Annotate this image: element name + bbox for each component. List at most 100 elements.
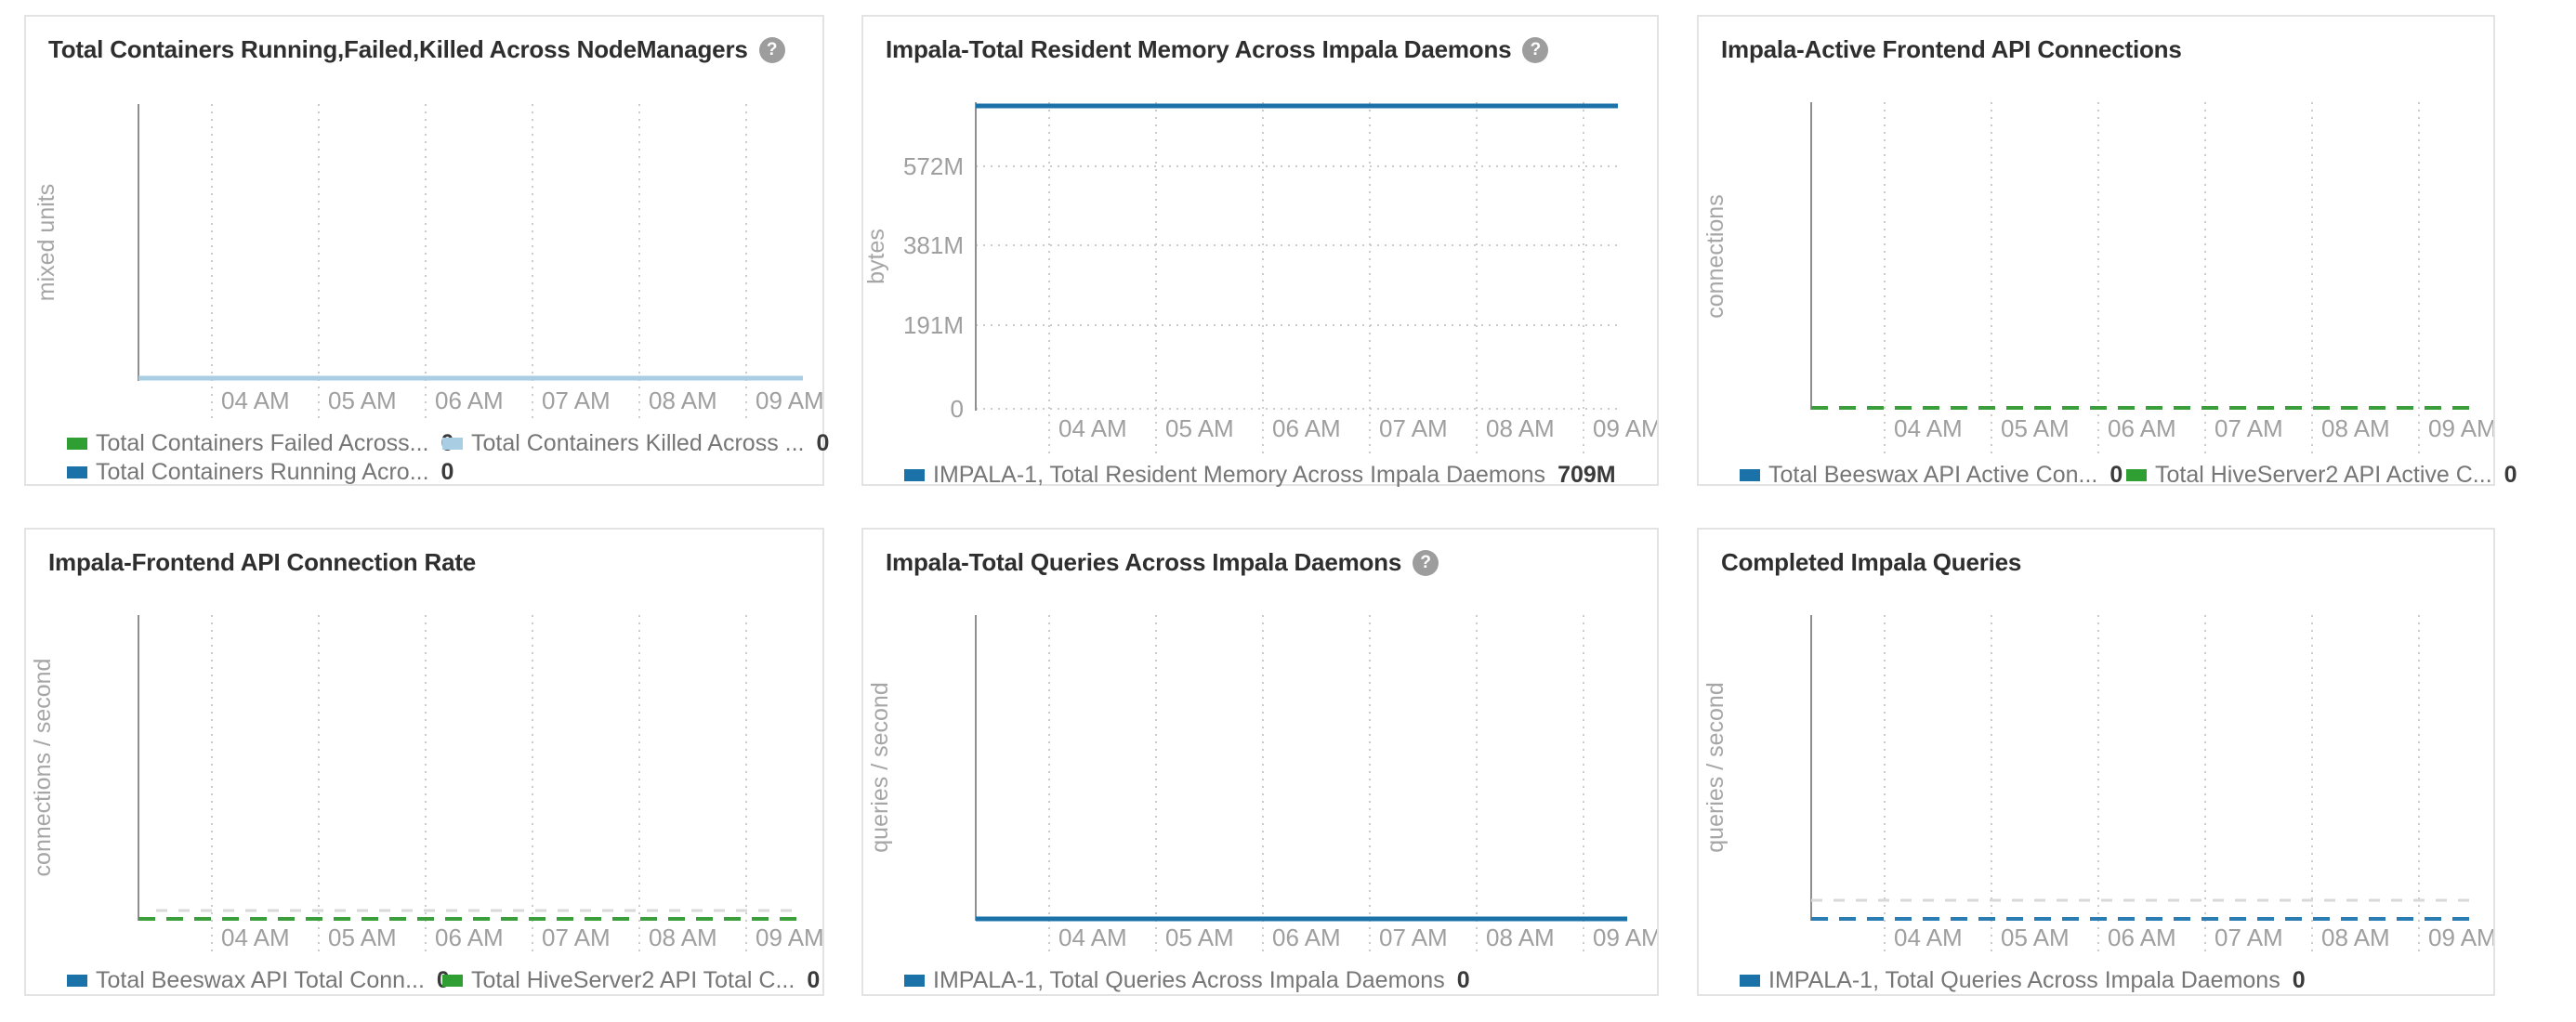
svg-text:07 AM: 07 AM — [2215, 924, 2283, 951]
legend-swatch-blue — [904, 975, 925, 987]
chart-card-frontend-connection-rate: Impala-Frontend API Connection Rate 04 A… — [24, 528, 824, 996]
chart-legend: Total Beeswax API Active Con... 0 Total … — [1740, 461, 2517, 490]
legend-swatch-blue — [1740, 975, 1760, 987]
svg-text:09 AM: 09 AM — [1593, 924, 1657, 951]
svg-text:05 AM: 05 AM — [1165, 924, 1234, 951]
chart-card-total-containers: Total Containers Running,Failed,Killed A… — [24, 15, 829, 487]
legend-value: 0 — [440, 459, 454, 485]
vertical-gridlines — [1048, 615, 1584, 957]
chart-legend: IMPALA-1, Total Queries Across Impala Da… — [1740, 966, 2480, 995]
y-axis-label: queries / second — [867, 682, 893, 852]
svg-text:09 AM: 09 AM — [1593, 414, 1657, 442]
legend-item: Total Containers Running Acro... 0 — [67, 459, 809, 486]
legend-label: Total Containers Running Acro... — [96, 459, 429, 485]
chart-plot-area[interactable]: 04 AM 05 AM 06 AM 07 AM 08 AM 09 AM quer… — [1699, 530, 2493, 994]
legend-swatch-blue — [67, 975, 87, 987]
chart-plot-area[interactable]: 04 AM 05 AM 06 AM 07 AM 08 AM 09 AM quer… — [863, 530, 1657, 994]
legend-item: IMPALA-1, Total Queries Across Impala Da… — [904, 967, 1644, 994]
legend-item: Total Beeswax API Total Conn... 0 — [67, 967, 450, 994]
legend-label: Total HiveServer2 API Active C... — [2155, 462, 2492, 488]
svg-text:04 AM: 04 AM — [1058, 414, 1127, 442]
svg-text:07 AM: 07 AM — [1379, 924, 1448, 951]
chart-header: Impala-Frontend API Connection Rate — [48, 548, 476, 577]
svg-text:09 AM: 09 AM — [2428, 414, 2493, 442]
svg-text:08 AM: 08 AM — [2321, 414, 2390, 442]
x-tick-labels: 04 AM 05 AM 06 AM 07 AM 08 AM 09 AM — [221, 924, 822, 951]
vertical-gridlines — [1048, 102, 1584, 453]
legend-value: 0 — [816, 430, 830, 456]
vertical-gridlines — [1884, 615, 2420, 957]
svg-text:06 AM: 06 AM — [435, 387, 504, 414]
legend-swatch-blue — [67, 466, 87, 478]
horizontal-gridlines — [976, 165, 1618, 410]
svg-text:09 AM: 09 AM — [756, 924, 822, 951]
svg-text:06 AM: 06 AM — [1272, 414, 1341, 442]
legend-swatch-green — [2126, 469, 2147, 481]
svg-text:05 AM: 05 AM — [328, 924, 397, 951]
legend-item: Total HiveServer2 API Total C... 0 — [442, 967, 820, 994]
svg-text:06 AM: 06 AM — [2108, 414, 2176, 442]
chart-header: Impala-Total Queries Across Impala Daemo… — [886, 548, 1439, 577]
svg-text:381M: 381M — [903, 231, 964, 259]
svg-text:08 AM: 08 AM — [1486, 924, 1555, 951]
legend-swatch-blue — [904, 469, 925, 481]
chart-header: Impala-Total Resident Memory Across Impa… — [886, 35, 1549, 64]
legend-value: 0 — [2292, 967, 2306, 993]
svg-text:09 AM: 09 AM — [756, 387, 822, 414]
svg-text:04 AM: 04 AM — [221, 924, 290, 951]
svg-text:04 AM: 04 AM — [1058, 924, 1127, 951]
svg-text:08 AM: 08 AM — [649, 924, 717, 951]
x-tick-labels: 04 AM 05 AM 06 AM 07 AM 08 AM 09 AM — [1894, 924, 2493, 951]
chart-card-total-queries: Impala-Total Queries Across Impala Daemo… — [861, 528, 1659, 996]
svg-text:06 AM: 06 AM — [1272, 924, 1341, 951]
svg-text:08 AM: 08 AM — [649, 387, 717, 414]
legend-value: 0 — [2109, 462, 2123, 488]
vertical-gridlines — [211, 104, 747, 420]
svg-text:05 AM: 05 AM — [2001, 924, 2070, 951]
y-axis-label: queries / second — [1702, 682, 1728, 852]
chart-legend: IMPALA-1, Total Queries Across Impala Da… — [904, 966, 1644, 995]
svg-text:04 AM: 04 AM — [1894, 414, 1963, 442]
chart-header: Impala-Active Frontend API Connections — [1721, 35, 2182, 64]
legend-value: 709M — [1557, 462, 1616, 488]
chart-legend: IMPALA-1, Total Resident Memory Across I… — [904, 461, 1644, 490]
svg-text:07 AM: 07 AM — [2215, 414, 2283, 442]
chart-card-completed-queries: Completed Impala Queries 04 AM 05 AM 06 … — [1697, 528, 2495, 996]
chart-plot-area[interactable]: 04 AM 05 AM 06 AM 07 AM 08 AM 09 AM conn… — [1699, 17, 2493, 484]
chart-plot-area[interactable]: 04 AM 05 AM 06 AM 07 AM 08 AM 09 AM mixe… — [26, 17, 822, 484]
chart-plot-area[interactable]: 04 AM 05 AM 06 AM 07 AM 08 AM 09 AM conn… — [26, 530, 822, 994]
svg-text:08 AM: 08 AM — [1486, 414, 1555, 442]
svg-text:07 AM: 07 AM — [1379, 414, 1448, 442]
chart-card-active-frontend-connections: Impala-Active Frontend API Connections 0… — [1697, 15, 2517, 488]
legend-item: Total HiveServer2 API Active C... 0 — [2126, 462, 2517, 489]
chart-title: Total Containers Running,Failed,Killed A… — [48, 35, 748, 63]
legend-swatch-green — [442, 975, 463, 987]
svg-text:06 AM: 06 AM — [2108, 924, 2176, 951]
svg-text:572M: 572M — [903, 152, 964, 180]
svg-text:191M: 191M — [903, 311, 964, 339]
legend-label: Total Containers Failed Across... — [96, 430, 429, 456]
vertical-gridlines — [211, 615, 747, 957]
legend-value: 0 — [1456, 967, 1470, 993]
legend-item: Total Beeswax API Active Con... 0 — [1740, 462, 2126, 489]
chart-legend: Total Containers Failed Across... 0 Tota… — [67, 429, 829, 487]
legend-item: IMPALA-1, Total Resident Memory Across I… — [904, 462, 1644, 489]
svg-text:09 AM: 09 AM — [2428, 924, 2493, 951]
help-icon[interactable]: ? — [758, 36, 785, 63]
chart-header: Completed Impala Queries — [1721, 548, 2021, 577]
y-axis-label: connections / second — [30, 659, 56, 877]
help-icon[interactable]: ? — [1522, 36, 1549, 63]
chart-title: Impala-Active Frontend API Connections — [1721, 35, 2182, 63]
chart-title: Impala-Frontend API Connection Rate — [48, 548, 477, 576]
legend-item: Total Containers Failed Across... 0 — [67, 430, 453, 457]
help-icon[interactable]: ? — [1413, 549, 1439, 576]
y-tick-labels: 0 191M 381M 572M — [903, 152, 964, 423]
legend-swatch-green — [67, 438, 87, 450]
chart-plot-area[interactable]: 0 191M 381M 572M 04 AM 05 AM 06 AM 07 AM… — [863, 17, 1657, 484]
y-axis-label: mixed units — [33, 184, 59, 301]
x-tick-labels: 04 AM 05 AM 06 AM 07 AM 08 AM 09 AM — [1894, 414, 2493, 442]
legend-label: Total Beeswax API Total Conn... — [96, 967, 425, 993]
y-axis-label: bytes — [863, 229, 889, 284]
svg-text:06 AM: 06 AM — [435, 924, 504, 951]
